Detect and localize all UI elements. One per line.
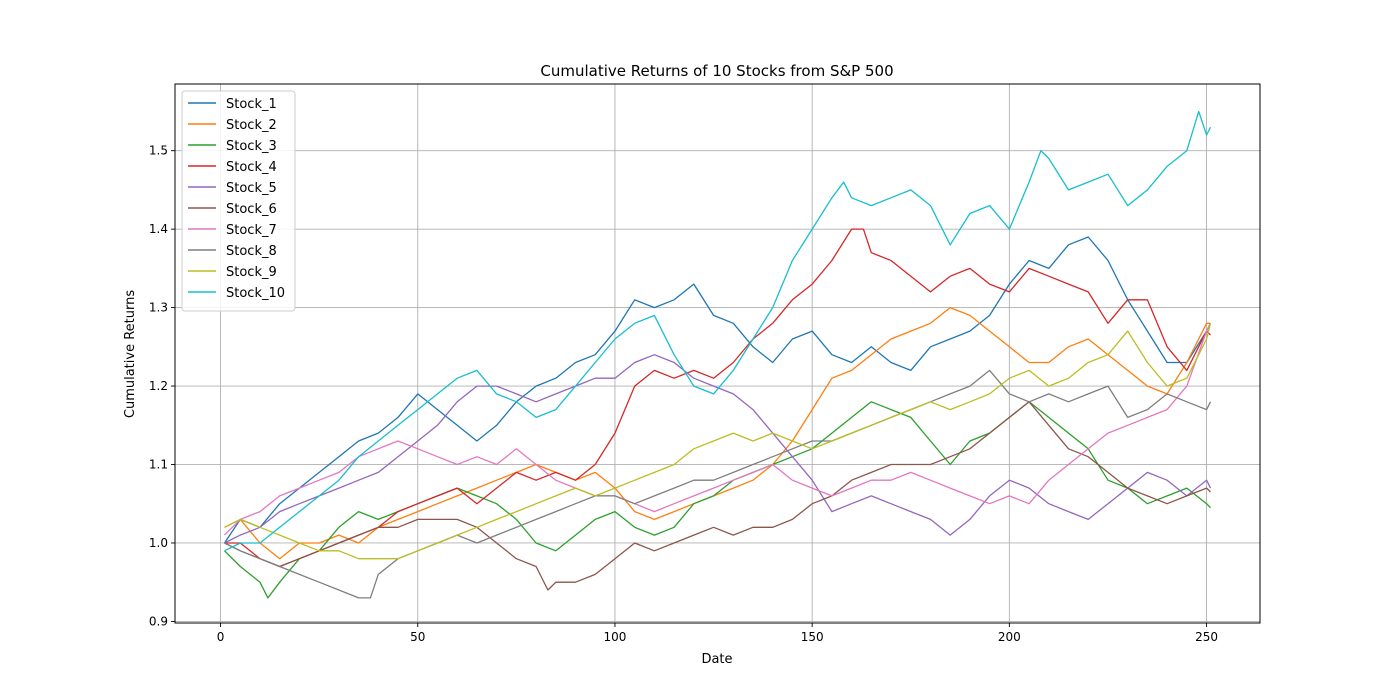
y-tick-label: 1.3 (149, 301, 168, 315)
legend: Stock_1 Stock_2 Stock_3 Stock_4 Stock_5 Stock… (181, 90, 296, 312)
x-tick-label: 100 (604, 630, 627, 644)
series-line-stock-2 (224, 306, 1211, 560)
x-tick-label: 250 (1195, 630, 1218, 644)
x-tick-label: 50 (410, 630, 425, 644)
y-tick-label: 1.2 (149, 379, 168, 393)
chart-title: Cumulative Returns of 10 Stocks from S&P… (540, 62, 893, 80)
legend-label: Stock_7 (226, 223, 277, 238)
series-line-stock-6 (224, 401, 1211, 591)
legend-box (181, 90, 296, 312)
legend-label: Stock_1 (226, 97, 277, 112)
legend-label: Stock_10 (226, 286, 285, 301)
legend-label: Stock_4 (226, 160, 277, 175)
y-tick-label: 1.0 (149, 536, 168, 550)
legend-label: Stock_5 (226, 181, 277, 196)
y-tick-label: 1.5 (149, 144, 168, 158)
grid (175, 84, 1260, 623)
series-line-stock-1 (223, 236, 1212, 544)
series-line-stock-7 (224, 323, 1212, 536)
series-lines (223, 110, 1212, 599)
x-tick-label: 0 (217, 630, 225, 644)
y-tick-label: 1.4 (149, 222, 168, 236)
y-tick-label: 1.1 (149, 458, 168, 472)
x-tick-label: 150 (801, 630, 824, 644)
plot-frame (174, 83, 1261, 624)
series-line-stock-9 (224, 323, 1212, 560)
axis-ticks: 0 50 100 150 200 250 0.9 1.0 1.1 1.2 1.3 1.4 1.5 (149, 144, 1218, 644)
x-tick-label: 200 (998, 630, 1021, 644)
series-line-stock-5 (224, 354, 1212, 544)
series-line-stock-8 (224, 369, 1212, 599)
legend-label: Stock_9 (226, 265, 277, 280)
legend-label: Stock_6 (226, 202, 277, 217)
series-line-stock-4 (224, 228, 1211, 568)
legend-label: Stock_2 (226, 118, 277, 133)
series-line-stock-3 (224, 401, 1211, 599)
legend-label: Stock_3 (226, 139, 277, 154)
x-axis-label: Date (701, 652, 732, 667)
legend-label: Stock_8 (226, 244, 277, 259)
y-tick-label: 0.9 (149, 614, 168, 628)
y-axis-label: Cumulative Returns (123, 290, 138, 418)
series-line-stock-10 (224, 110, 1212, 552)
